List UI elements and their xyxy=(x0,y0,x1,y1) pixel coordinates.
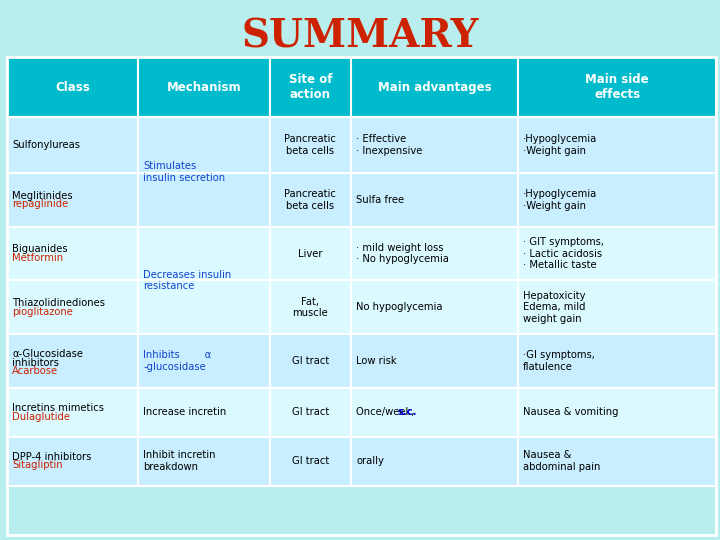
Text: Nausea & vomiting: Nausea & vomiting xyxy=(523,407,618,417)
Bar xyxy=(138,173,269,227)
Text: pioglitazone: pioglitazone xyxy=(12,307,73,316)
Text: Pancreatic
beta cells: Pancreatic beta cells xyxy=(284,134,336,156)
Bar xyxy=(269,334,351,388)
Bar xyxy=(269,227,351,280)
Bar xyxy=(351,437,518,485)
Bar xyxy=(269,280,351,334)
Text: SUMMARY: SUMMARY xyxy=(241,17,479,55)
Text: Mechanism: Mechanism xyxy=(167,80,241,93)
Bar xyxy=(269,437,351,485)
Text: Class: Class xyxy=(55,80,90,93)
Text: ·Hypoglycemia
·Weight gain: ·Hypoglycemia ·Weight gain xyxy=(523,134,597,156)
Bar xyxy=(7,173,138,227)
Bar xyxy=(138,334,269,388)
Text: Dulaglutide: Dulaglutide xyxy=(12,411,71,422)
Bar xyxy=(138,437,269,485)
Text: Main side
effects: Main side effects xyxy=(585,73,649,101)
Bar xyxy=(7,334,138,388)
Text: · GIT symptoms,
· Lactic acidosis
· Metallic taste: · GIT symptoms, · Lactic acidosis · Meta… xyxy=(523,237,604,271)
Text: Inhibit incretin
breakdown: Inhibit incretin breakdown xyxy=(143,450,216,472)
Bar xyxy=(138,388,269,437)
Bar xyxy=(138,57,269,117)
Text: Increase incretin: Increase incretin xyxy=(143,407,227,417)
Bar xyxy=(518,57,716,117)
Bar xyxy=(518,334,716,388)
Bar xyxy=(7,57,138,117)
Bar xyxy=(269,173,351,227)
Text: Thiazolidinediones: Thiazolidinediones xyxy=(12,298,105,308)
Bar xyxy=(7,117,138,173)
Bar xyxy=(518,227,716,280)
Text: orally: orally xyxy=(356,456,384,466)
Text: α-Glucosidase: α-Glucosidase xyxy=(12,349,84,359)
Bar xyxy=(351,388,518,437)
Text: No hypoglycemia: No hypoglycemia xyxy=(356,302,443,312)
Text: Meglitinides: Meglitinides xyxy=(12,191,73,201)
Bar xyxy=(138,117,269,173)
Bar xyxy=(7,57,716,535)
Text: Acarbose: Acarbose xyxy=(12,366,58,376)
Text: Sitagliptin: Sitagliptin xyxy=(12,461,63,470)
Text: Decreases insulin
resistance: Decreases insulin resistance xyxy=(143,269,232,291)
Bar xyxy=(269,57,351,117)
Text: DPP-4 inhibitors: DPP-4 inhibitors xyxy=(12,452,91,462)
Text: Inhibits        α
-glucosidase: Inhibits α -glucosidase xyxy=(143,350,212,372)
Text: Hepatoxicity
Edema, mild
weight gain: Hepatoxicity Edema, mild weight gain xyxy=(523,291,585,324)
Bar xyxy=(351,334,518,388)
Bar xyxy=(269,117,351,173)
Text: Biguanides: Biguanides xyxy=(12,245,68,254)
Bar xyxy=(138,280,269,334)
Bar xyxy=(138,227,269,280)
Text: Stimulates
insulin secretion: Stimulates insulin secretion xyxy=(143,161,225,183)
Bar xyxy=(7,388,138,437)
Text: Main advantages: Main advantages xyxy=(378,80,491,93)
Bar xyxy=(351,173,518,227)
Text: Fat,
muscle: Fat, muscle xyxy=(292,296,328,318)
Text: Once/week,: Once/week, xyxy=(356,407,418,417)
Bar xyxy=(518,280,716,334)
Bar xyxy=(7,227,138,280)
Text: Low risk: Low risk xyxy=(356,356,397,366)
Bar xyxy=(269,388,351,437)
Text: Liver: Liver xyxy=(298,249,323,259)
Bar xyxy=(518,437,716,485)
Text: Site of
action: Site of action xyxy=(289,73,332,101)
Text: s.c.: s.c. xyxy=(397,407,417,417)
Text: Incretins mimetics: Incretins mimetics xyxy=(12,403,104,413)
Text: GI tract: GI tract xyxy=(292,407,329,417)
Text: Sulfonylureas: Sulfonylureas xyxy=(12,140,80,150)
Text: Sulfa free: Sulfa free xyxy=(356,195,405,205)
Text: ·Hypoglycemia
·Weight gain: ·Hypoglycemia ·Weight gain xyxy=(523,189,597,211)
Text: · Effective
· Inexpensive: · Effective · Inexpensive xyxy=(356,134,423,156)
Text: ·GI symptoms,
flatulence: ·GI symptoms, flatulence xyxy=(523,350,595,372)
Bar xyxy=(351,117,518,173)
Bar xyxy=(351,280,518,334)
Text: Nausea &
abdominal pain: Nausea & abdominal pain xyxy=(523,450,600,472)
Text: repaglinide: repaglinide xyxy=(12,199,68,210)
Text: · mild weight loss
· No hypoglycemia: · mild weight loss · No hypoglycemia xyxy=(356,243,449,265)
Text: Metformin: Metformin xyxy=(12,253,63,263)
Text: GI tract: GI tract xyxy=(292,356,329,366)
Text: Pancreatic
beta cells: Pancreatic beta cells xyxy=(284,189,336,211)
Bar xyxy=(7,280,138,334)
Bar xyxy=(7,437,138,485)
Bar xyxy=(518,388,716,437)
Bar xyxy=(351,57,518,117)
Text: GI tract: GI tract xyxy=(292,456,329,466)
Text: inhibitors: inhibitors xyxy=(12,357,59,368)
Bar xyxy=(518,173,716,227)
Bar xyxy=(351,227,518,280)
Bar xyxy=(518,117,716,173)
